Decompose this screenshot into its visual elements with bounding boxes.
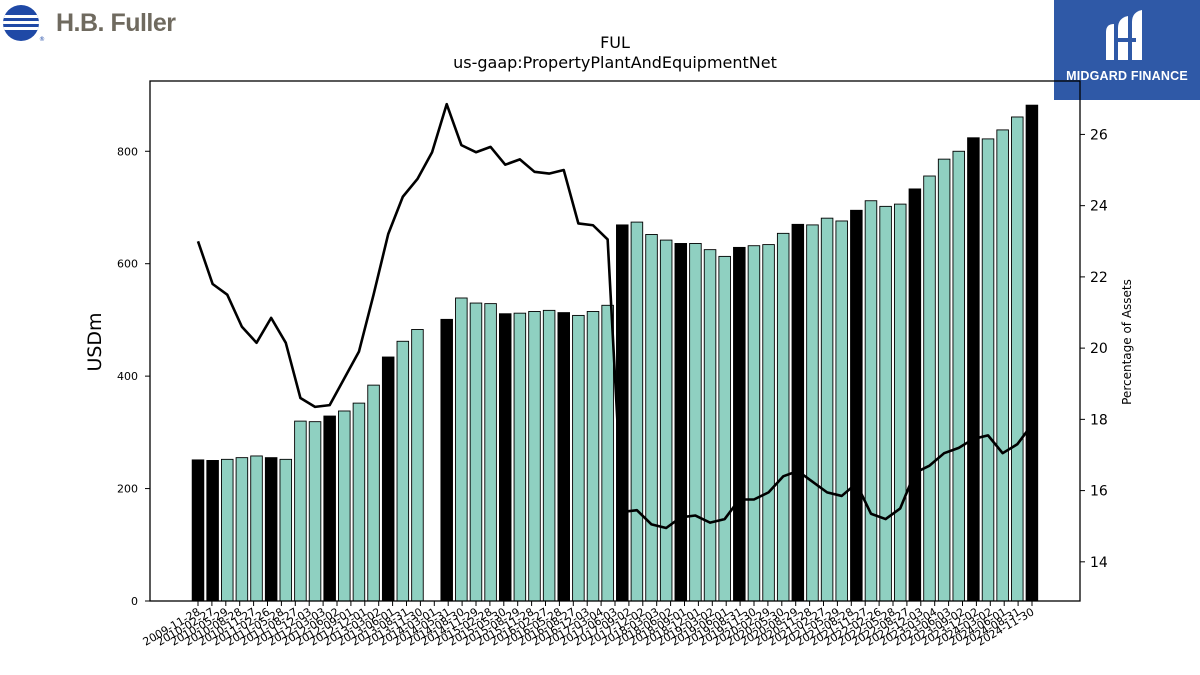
plot-frame xyxy=(149,80,1081,602)
chart-title: FUL xyxy=(600,33,630,52)
bar-2011-08-27 xyxy=(294,420,307,602)
percentage-line xyxy=(196,102,1033,530)
bar-2013-03-02 xyxy=(381,356,395,602)
hb-fuller-wordmark: H.B. Fuller xyxy=(56,9,176,37)
y2-axis-label: Percentage of Assets xyxy=(1120,279,1134,405)
midgard-finance-logo: MIDGARD FINANCE xyxy=(1054,0,1200,100)
y2-tick-label: 16 xyxy=(1090,484,1108,500)
bar-2019-08-31 xyxy=(762,244,775,602)
bar-2024-03-02 xyxy=(1025,104,1039,602)
bar-2010-02-27 xyxy=(206,460,219,602)
bar-2020-02-29 xyxy=(791,223,805,602)
bar-2017-06-03 xyxy=(630,221,644,602)
bar-2021-02-27 xyxy=(850,209,863,602)
y-axis-label: USDm xyxy=(84,312,106,371)
bar-2018-09-01 xyxy=(703,249,717,602)
bar-2015-11-28 xyxy=(542,309,556,602)
bar-2017-12-02 xyxy=(659,239,673,602)
bar-2011-02-26 xyxy=(264,457,278,602)
y2-tick-label: 22 xyxy=(1090,270,1108,286)
bar-2021-11-27 xyxy=(893,203,907,602)
hb-fuller-logo: ® H.B. Fuller xyxy=(0,0,200,48)
y-ticks: 0 200 400 600 800 xyxy=(117,145,150,608)
bar-2015-05-30 xyxy=(513,312,527,602)
bar-2018-12-01 xyxy=(718,255,731,602)
y-tick-label: 800 xyxy=(117,145,138,158)
bar-2022-05-28 xyxy=(923,175,936,602)
bar-2010-05-29 xyxy=(221,458,234,602)
bar-2021-05-29 xyxy=(864,200,878,602)
bar-2022-08-27 xyxy=(937,158,951,602)
bar-2013-06-01 xyxy=(396,340,410,602)
y2-ticks: 14 16 18 20 22 24 26 xyxy=(1080,127,1108,571)
bar-2010-11-27 xyxy=(250,455,263,602)
y2-tick-label: 26 xyxy=(1090,127,1108,143)
bar-2023-09-02 xyxy=(996,129,1009,602)
midgard-wordmark: MIDGARD FINANCE xyxy=(1066,69,1188,83)
bar-2021-08-28 xyxy=(879,205,892,602)
bar-2016-05-28 xyxy=(572,314,585,602)
bar-2011-12-03 xyxy=(308,421,322,602)
bar-2020-11-28 xyxy=(835,220,848,602)
bar-2022-12-03 xyxy=(952,150,966,602)
bar-2016-02-27 xyxy=(557,312,571,602)
bar-2020-08-29 xyxy=(820,217,834,602)
bar-2012-06-02 xyxy=(338,410,351,602)
bar-2019-03-02 xyxy=(733,246,746,602)
chart-subtitle: us-gaap:PropertyPlantAndEquipmentNet xyxy=(453,53,777,72)
x-ticks: 2009-11-282010-02-272010-05-292010-08-28… xyxy=(141,601,1037,649)
y2-tick-label: 24 xyxy=(1090,199,1108,215)
bar-2014-05-31 xyxy=(455,297,468,602)
y2-tick-label: 18 xyxy=(1090,412,1108,428)
bar-2014-08-30 xyxy=(469,302,483,602)
y-tick-label: 200 xyxy=(117,483,138,496)
bar-2015-08-29 xyxy=(528,311,541,602)
y2-tick-label: 20 xyxy=(1090,341,1108,357)
bar-2018-03-03 xyxy=(674,243,688,602)
bar-2016-08-27 xyxy=(586,311,600,602)
bar-2014-03-01 xyxy=(440,318,453,602)
bar-2012-12-01 xyxy=(367,384,380,602)
bar-2019-11-30 xyxy=(776,232,790,602)
bar-2023-06-03 xyxy=(981,138,995,602)
bar-2012-09-01 xyxy=(352,402,366,602)
bar-2023-12-02 xyxy=(1011,116,1024,602)
bar-2014-11-29 xyxy=(484,303,497,602)
y-tick-label: 400 xyxy=(117,370,138,383)
hb-fuller-globe-icon xyxy=(3,5,39,41)
bar-2012-03-03 xyxy=(323,415,336,602)
bar-2015-02-28 xyxy=(498,313,512,602)
bar-2022-02-26 xyxy=(908,188,922,602)
y-tick-label: 600 xyxy=(117,258,138,271)
bar-2018-06-02 xyxy=(689,243,702,602)
y2-tick-label: 14 xyxy=(1090,555,1108,571)
bar-2016-12-03 xyxy=(601,304,614,602)
bar-2010-08-28 xyxy=(235,457,249,602)
bar-2020-05-30 xyxy=(806,224,819,602)
bars-group xyxy=(191,104,1039,602)
midgard-emblem-icon xyxy=(1106,10,1142,60)
bar-2011-05-28 xyxy=(279,458,293,602)
registered-mark: ® xyxy=(39,36,45,43)
bar-2009-11-28 xyxy=(191,459,205,602)
bar-2017-09-02 xyxy=(645,234,658,602)
bar-2013-08-31 xyxy=(411,329,424,602)
bar-2019-06-01 xyxy=(747,245,761,602)
bar-2023-03-04 xyxy=(967,137,980,602)
y-tick-label: 0 xyxy=(131,595,138,608)
